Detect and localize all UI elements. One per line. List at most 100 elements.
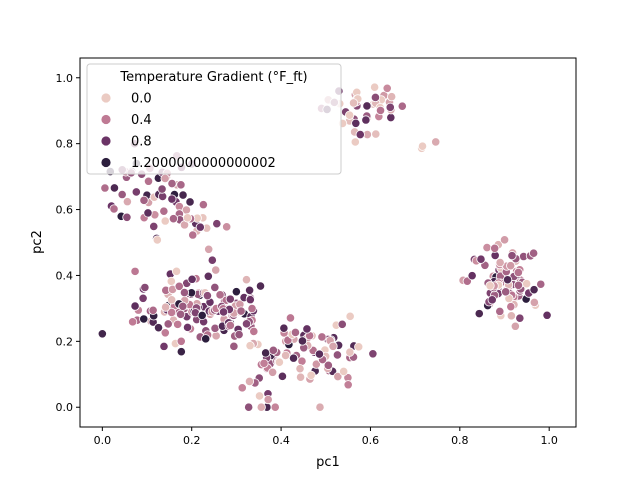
scatter-point [277, 371, 288, 381]
scatter-point [343, 380, 353, 390]
scatter-point [143, 176, 154, 186]
scatter-point [215, 290, 225, 300]
scatter-point [529, 248, 539, 258]
scatter-point [195, 222, 205, 232]
scatter-point [506, 302, 516, 312]
scatter-point [236, 306, 246, 316]
scatter-point [345, 347, 355, 357]
scatter-point [274, 357, 285, 367]
scatter-point [385, 102, 395, 112]
scatter-point [231, 287, 241, 297]
scatter-point [510, 321, 520, 331]
scatter-point [176, 309, 186, 319]
scatter-point [143, 208, 153, 218]
scatter-point [211, 331, 221, 341]
scatter-point [370, 92, 381, 103]
scatter-point [149, 221, 159, 232]
scatter-point [109, 204, 119, 214]
scatter-point [302, 324, 312, 334]
scatter-point [182, 213, 193, 223]
scatter-point [218, 307, 229, 317]
scatter-point [210, 282, 220, 293]
scatter-point [247, 303, 257, 314]
scatter-point [241, 275, 252, 285]
scatter-point [201, 334, 211, 344]
scatter-point [259, 358, 269, 368]
legend-label: 0.0 [131, 92, 152, 107]
scatter-point [174, 281, 184, 291]
x-tick-label: 0.6 [362, 434, 380, 447]
scatter-point [222, 222, 232, 232]
scatter-point [348, 98, 359, 108]
scatter-point [237, 383, 247, 393]
scatter-point [167, 307, 177, 318]
scatter-point [179, 287, 190, 298]
scatter-point [245, 285, 255, 295]
scatter-point [285, 313, 296, 323]
scatter-point [306, 370, 316, 380]
scatter-point [131, 187, 141, 197]
scatter-point [176, 347, 186, 357]
scatter-point [279, 323, 289, 333]
legend-marker [100, 157, 112, 168]
scatter-point [167, 194, 177, 204]
scatter-point [333, 372, 343, 382]
scatter-point [487, 295, 497, 305]
legend-label: 1.2000000000000002 [131, 156, 276, 171]
scatter-point [495, 306, 505, 316]
plot-frame [79, 57, 577, 428]
scatter-point [225, 294, 235, 304]
scatter-point [513, 267, 523, 278]
legend-marker [100, 92, 112, 104]
x-tick-label: 1.0 [540, 434, 558, 447]
scatter-point [370, 82, 380, 92]
scatter-point [281, 350, 291, 361]
scatter-point [161, 302, 171, 312]
scatter-point [482, 242, 492, 253]
scatter-point [128, 317, 138, 327]
scatter-point [295, 372, 306, 382]
scatter-point [148, 305, 158, 315]
scatter-point [176, 336, 186, 346]
scatter-point [515, 313, 525, 323]
scatter-point [211, 265, 221, 275]
scatter-point [225, 320, 235, 330]
scatter-point [506, 311, 516, 321]
scatter-point [337, 319, 347, 329]
scatter-point [203, 271, 213, 281]
scatter-point [362, 101, 372, 111]
scatter-point [311, 359, 321, 369]
y-tick-label: 0.6 [56, 204, 74, 217]
scatter-point [187, 274, 197, 284]
legend-marker [100, 135, 112, 147]
scatter-point [245, 295, 255, 305]
scatter-point [529, 297, 539, 308]
scatter-point [417, 141, 428, 151]
x-tick-label: 0.8 [451, 434, 469, 447]
x-axis-label: pc1 [316, 455, 340, 470]
scatter-point [350, 137, 360, 147]
scatter-point [332, 350, 343, 360]
scatter-point [485, 281, 495, 291]
scatter-point [234, 329, 244, 340]
scatter-point [317, 332, 327, 342]
axis-ticks: 0.0 0.2 0.4 0.6 0.8 1.0 0.0 0.2 0.4 0.6 0.8 1.0 [56, 72, 558, 447]
scatter-point [167, 295, 177, 305]
scatter-point [361, 115, 371, 125]
scatter-point [263, 394, 273, 405]
scatter-point [122, 212, 132, 222]
y-tick-label: 0.4 [56, 269, 74, 282]
scatter-point [160, 216, 170, 226]
scatter-point [202, 291, 213, 301]
scatter-point [323, 360, 333, 370]
scatter-point [502, 275, 513, 285]
y-tick-label: 0.2 [56, 335, 74, 348]
scatter-point [100, 183, 110, 193]
scatter-point [345, 311, 355, 321]
scatter-point [490, 243, 500, 253]
scatter-point [507, 251, 517, 261]
scatter-point [290, 327, 301, 338]
legend: Temperature Gradient (°F_ft) 0.0 0.4 0.8 1.… [86, 63, 342, 175]
x-tick-label: 0.2 [183, 434, 201, 447]
scatter-point [188, 230, 198, 240]
